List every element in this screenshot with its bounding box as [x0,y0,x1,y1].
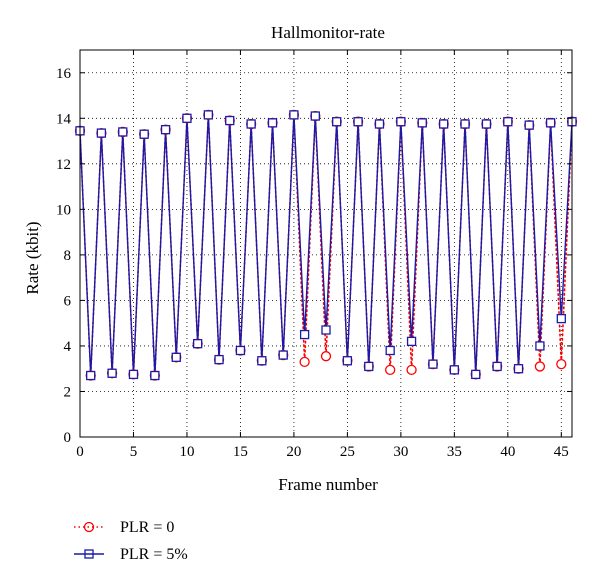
x-tick-label: 35 [447,444,462,460]
series-point [299,356,310,368]
x-tick-label: 20 [286,444,301,460]
series-point [374,119,385,129]
series-point [171,352,181,362]
series-point [439,119,449,129]
series-point [118,127,128,137]
series-point [214,354,224,365]
series-point [310,111,320,121]
x-tick-label: 25 [340,444,355,460]
series-point [321,325,331,335]
x-tick-label: 30 [393,444,408,460]
axis-ticks: 0 5 10 15 20 25 30 35 40 45 0 2 4 6 8 10 12 14 16 [56,50,572,460]
series-point [150,370,160,381]
legend-swatch-plr0-marker [83,521,95,533]
series-line-1 [79,114,573,376]
series-point [417,118,427,128]
x-tick-label: 15 [233,444,248,460]
x-tick-label: 45 [554,444,569,460]
series-point [385,345,395,356]
chart-title: Hallmonitor-rate [271,23,385,42]
series-layer [74,109,578,381]
y-tick-label: 2 [64,384,72,400]
x-tick-label: 0 [76,444,84,460]
series-point [471,369,481,380]
series-point [460,119,470,129]
series-point [235,345,246,356]
y-tick-label: 6 [64,293,72,309]
series-point [299,329,310,340]
y-tick-label: 4 [64,339,72,355]
series-point [503,117,513,127]
legend-swatch-plr5-marker [84,549,94,559]
series-point [160,125,171,135]
series-point [428,359,438,369]
y-tick-label: 8 [64,248,72,264]
series-point [225,115,235,126]
series-point [139,129,149,139]
series-point [267,118,278,128]
series-point [449,365,459,375]
legend-item-plr5: PLR = 5% [74,546,188,563]
series-point [364,361,374,372]
series-point [406,364,417,375]
series-point [257,356,267,366]
series-point [289,110,299,120]
plot-frame [79,49,573,438]
series-point [246,119,256,129]
series-point [342,356,353,366]
legend-label-plr0: PLR = 0 [120,519,174,536]
series-point [513,364,524,374]
series-point [556,359,567,370]
series-point [86,370,96,381]
series-point [385,364,396,375]
x-tick-label: 40 [500,444,515,460]
series-point [203,110,213,120]
x-tick-label: 10 [179,444,194,460]
series-point [320,351,332,362]
x-axis-label: Frame number [278,475,378,494]
y-tick-label: 12 [56,157,71,173]
legend: PLR = 0 PLR = 5% [74,519,188,563]
series-point [406,336,417,347]
series-point [128,369,139,380]
series-point [534,361,546,372]
series-point [332,117,342,127]
legend-label-plr5: PLR = 5% [120,546,188,563]
series-point [353,117,363,127]
series-point [481,119,492,129]
series-point [396,117,406,127]
y-axis-label: Rate (kbit) [23,221,42,294]
y-tick-label: 14 [56,111,72,127]
legend-item-plr0: PLR = 0 [74,519,174,536]
series-point [96,128,107,138]
x-tick-label: 5 [130,444,138,460]
series-point [193,339,203,349]
series-point [492,361,502,372]
series-point [182,113,192,123]
y-tick-label: 0 [64,430,72,446]
series-point [535,341,545,351]
series-point [278,350,288,360]
series-point [556,313,566,324]
y-tick-label: 16 [56,66,72,82]
series-point [545,118,556,128]
series-point [524,120,534,130]
y-tick-label: 10 [56,202,71,218]
series-point [107,368,117,378]
